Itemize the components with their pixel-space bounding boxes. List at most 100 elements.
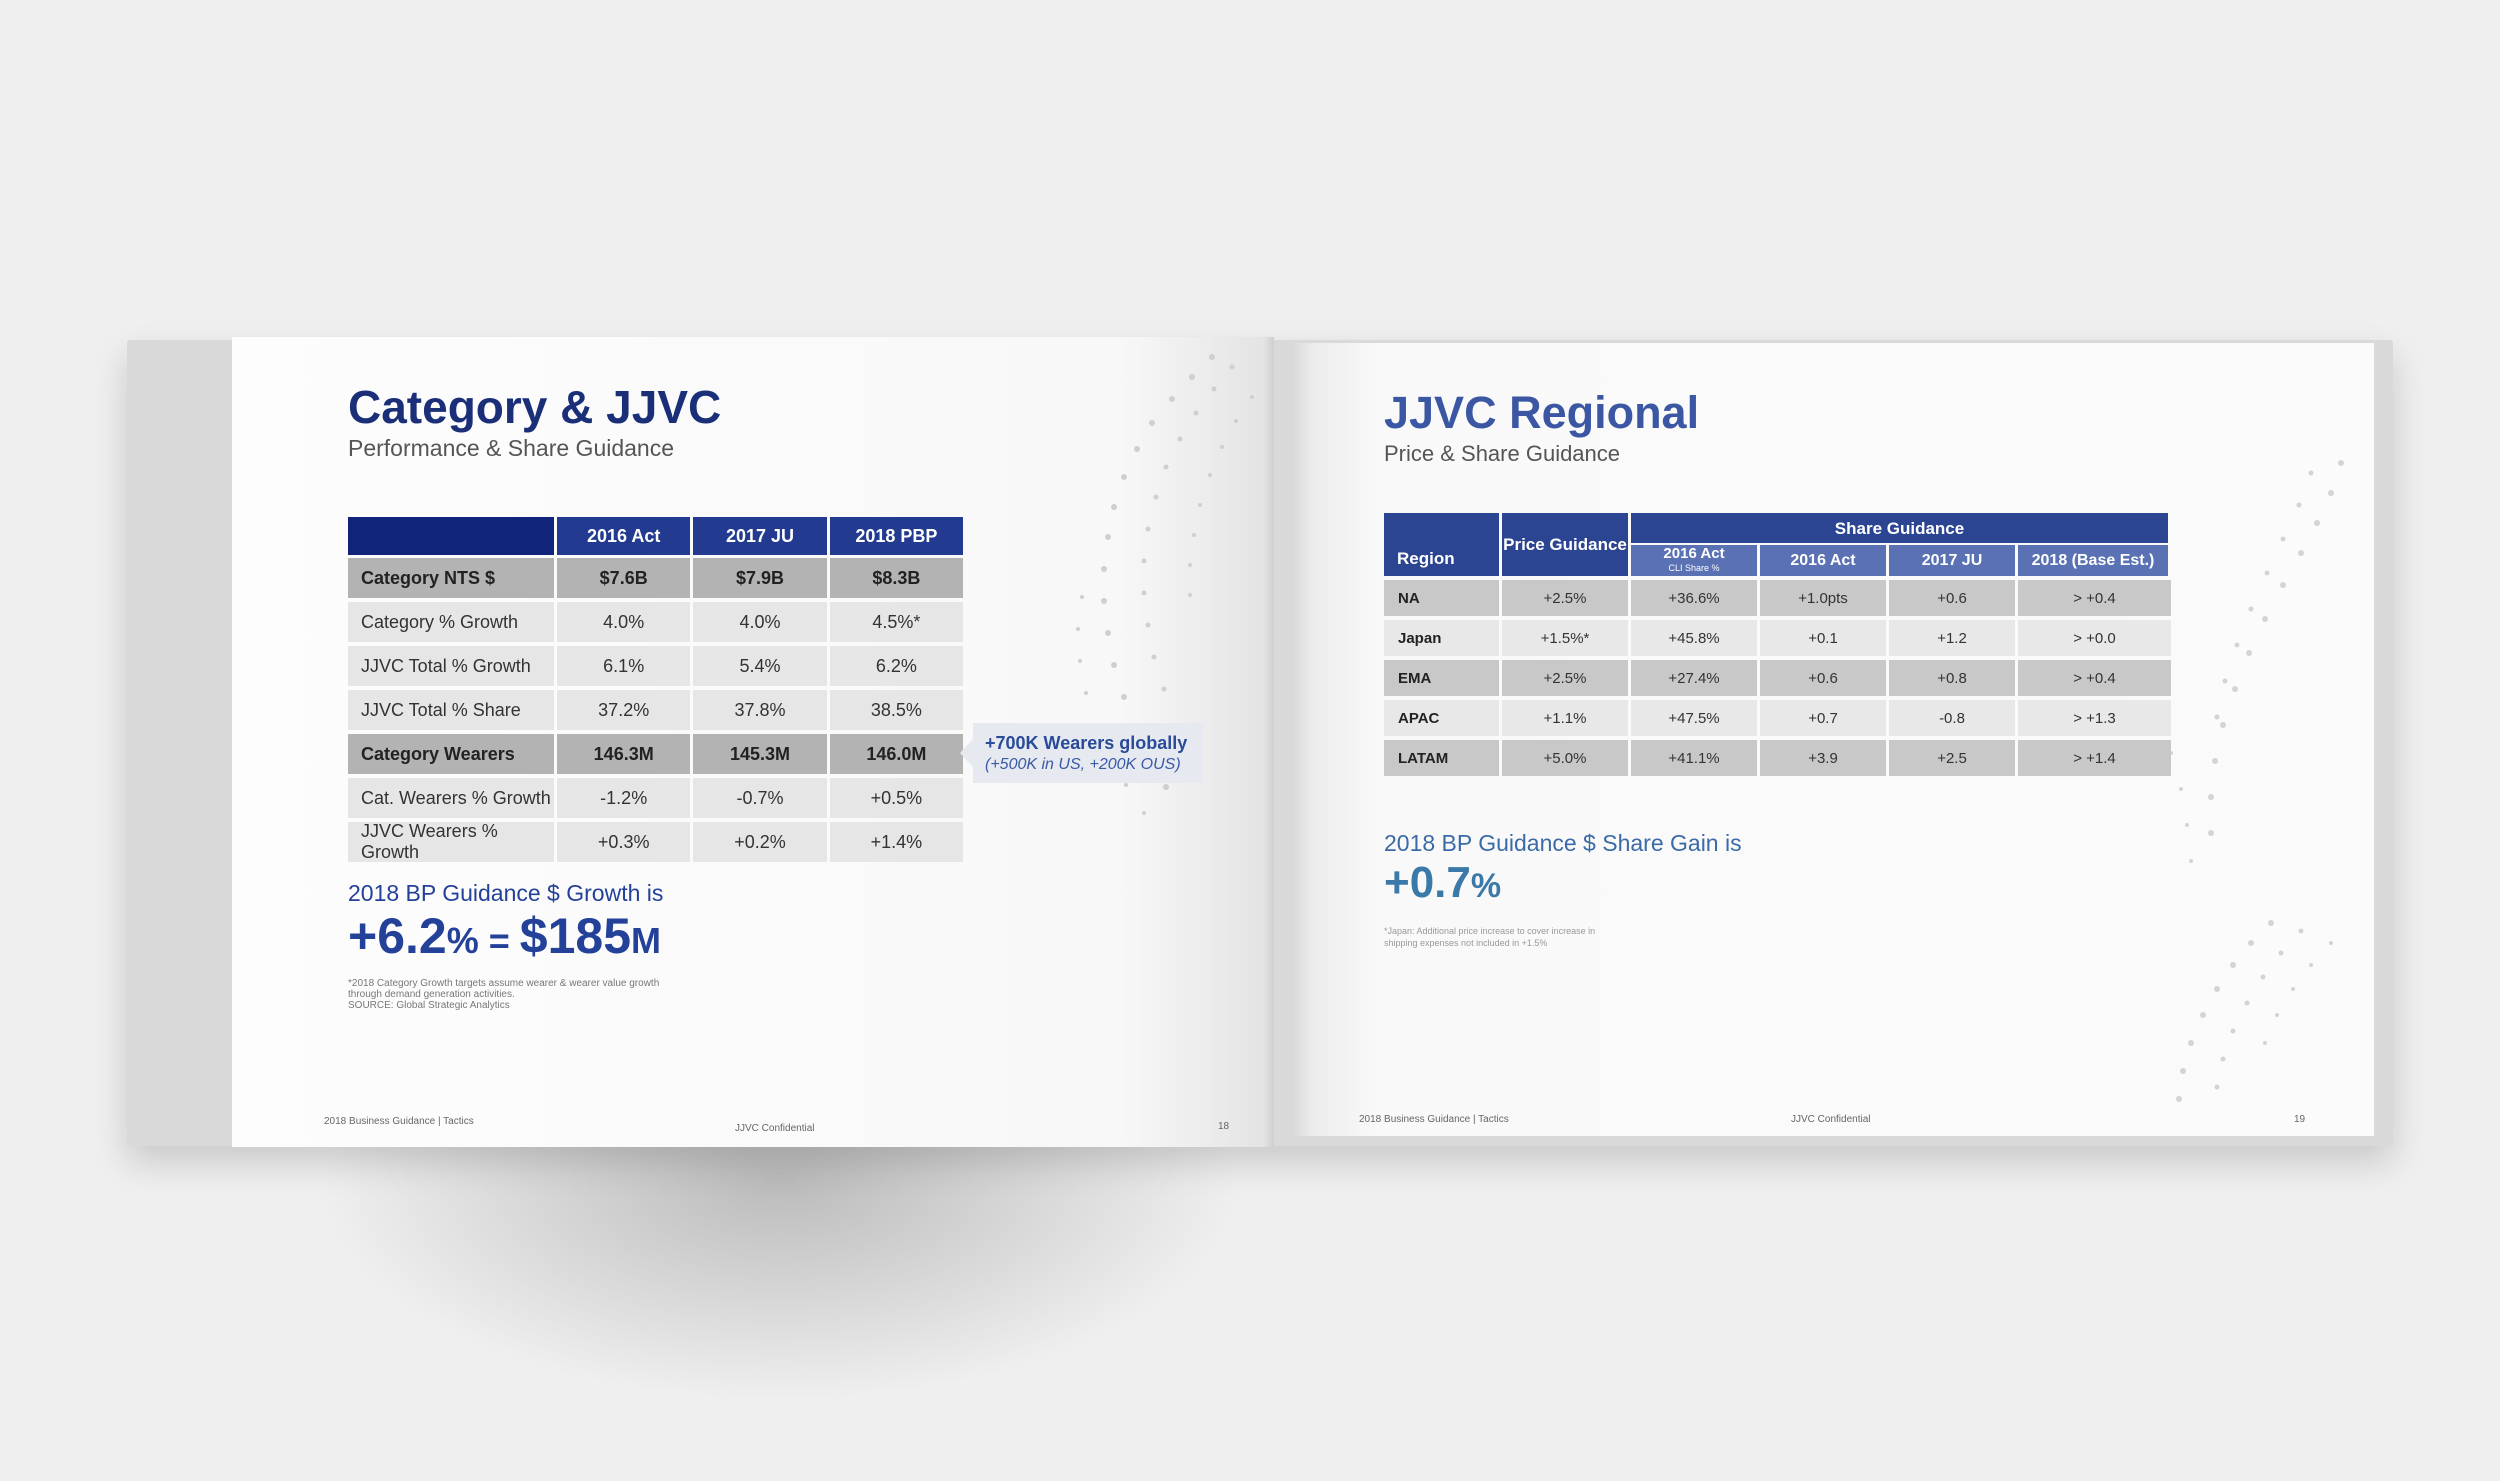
subheader-2017-ju: 2017 JU [1889, 545, 2015, 576]
table-row: APAC +1.1% +47.5% +0.7 -0.8 > +1.3 [1384, 700, 2171, 736]
callout-line1: +700K Wearers globally [985, 733, 1188, 753]
table-cell: +27.4% [1631, 660, 1757, 696]
table-cell: 4.0% [557, 602, 691, 642]
guidance-label: 2018 BP Guidance $ Growth is [348, 880, 664, 906]
region-label: NA [1384, 580, 1499, 616]
table-cell: -1.2% [557, 778, 691, 818]
table-cell: +0.6 [1760, 660, 1886, 696]
table-cell: 6.1% [557, 646, 691, 686]
footer-section: 2018 Business Guidance | Tactics [324, 1116, 474, 1127]
guidance-big-number: +6.2% = $185M [348, 907, 661, 965]
region-label: EMA [1384, 660, 1499, 696]
header-2016-act: 2016 Act [557, 517, 691, 555]
table-cell: 5.4% [693, 646, 827, 686]
performance-table: 2016 Act 2017 JU 2018 PBP Category NTS $… [348, 517, 966, 866]
header-blank-cell [348, 517, 555, 555]
share-gain-unit: % [1470, 867, 1502, 905]
table-cell: +47.5% [1631, 700, 1757, 736]
table-row: Category NTS $ $7.6B $7.9B $8.3B [348, 558, 966, 598]
regional-table: Region Price Guidance Share Guidance 201… [1384, 513, 2171, 776]
table-cell: > +0.4 [2018, 660, 2171, 696]
growth-pct-unit: % [446, 920, 479, 961]
table-cell: 146.0M [829, 734, 964, 774]
table-cell: +1.2 [1889, 620, 2015, 656]
growth-dollar-unit: M [631, 920, 661, 961]
table-row: Category Wearers 146.3M 145.3M 146.0M [348, 734, 966, 774]
footer-confidential: JJVC Confidential [1791, 1114, 1871, 1125]
table-cell: +0.2% [693, 822, 827, 862]
table-cell: $7.6B [557, 558, 691, 598]
subheader-cli-label: 2016 Act [1663, 544, 1725, 562]
region-label: Japan [1384, 620, 1499, 656]
subheader-cli-share: 2016 Act CLI Share % [1631, 545, 1757, 576]
footnote-line: *2018 Category Growth targets assume wea… [348, 978, 660, 989]
left-page: Category & JJVC Performance & Share Guid… [232, 337, 1274, 1147]
table-cell: +0.7 [1760, 700, 1886, 736]
table-row: EMA +2.5% +27.4% +0.6 +0.8 > +0.4 [1384, 660, 2171, 696]
wearers-callout: +700K Wearers globally (+500K in US, +20… [960, 723, 1203, 783]
table-cell: $7.9B [693, 558, 827, 598]
footnote-line: through demand generation activities. [348, 989, 515, 1000]
table-cell: +0.5% [829, 778, 964, 818]
table-row: NA +2.5% +36.6% +1.0pts +0.6 > +0.4 [1384, 580, 2171, 616]
table-cell: 38.5% [829, 690, 964, 730]
subheader-2016-act: 2016 Act [1760, 545, 1886, 576]
table-row: JJVC Total % Share 37.2% 37.8% 38.5% [348, 690, 966, 730]
table-row: Category % Growth 4.0% 4.0% 4.5%* [348, 602, 966, 642]
decorative-dot-swirl [2169, 460, 2344, 1102]
table-row: Cat. Wearers % Growth -1.2% -0.7% +0.5% [348, 778, 966, 818]
table-cell: +0.8 [1889, 660, 2015, 696]
page-number: 18 [1218, 1121, 1230, 1132]
decorative-dot-swirl [1076, 354, 1254, 815]
table-cell: > +0.4 [2018, 580, 2171, 616]
table-cell: +1.0pts [1760, 580, 1886, 616]
row-label: Category % Growth [348, 602, 555, 642]
header-share-guidance: Share Guidance [1631, 513, 2168, 543]
table-cell: +36.6% [1631, 580, 1757, 616]
table-cell: +0.3% [557, 822, 691, 862]
page-title: Category & JJVC [348, 381, 722, 433]
table-cell: 37.8% [693, 690, 827, 730]
table-cell: -0.8 [1889, 700, 2015, 736]
table-cell: +2.5% [1502, 580, 1628, 616]
footnote: *Japan: Additional price increase to cov… [1384, 925, 1595, 949]
row-label: Cat. Wearers % Growth [348, 778, 555, 818]
row-label: Category NTS $ [348, 558, 555, 598]
table-cell: 4.0% [693, 602, 827, 642]
subheader-cli-small: CLI Share % [1668, 562, 1720, 573]
table-header-row: 2016 Act 2017 JU 2018 PBP [348, 517, 966, 555]
guidance-label: 2018 BP Guidance $ Share Gain is [1384, 830, 1742, 856]
table-cell: > +0.0 [2018, 620, 2171, 656]
share-gain: +0.7 [1384, 858, 1471, 907]
table-cell: +3.9 [1760, 740, 1886, 776]
table-cell: $8.3B [829, 558, 964, 598]
footnote: *2018 Category Growth targets assume wea… [348, 978, 659, 1011]
table-cell: > +1.4 [2018, 740, 2171, 776]
table-row: LATAM +5.0% +41.1% +3.9 +2.5 > +1.4 [1384, 740, 2171, 776]
table-cell: 37.2% [557, 690, 691, 730]
footer-section: 2018 Business Guidance | Tactics [1359, 1114, 1509, 1125]
page-title: JJVC Regional [1384, 387, 1700, 438]
table-cell: > +1.3 [2018, 700, 2171, 736]
table-cell: +2.5% [1502, 660, 1628, 696]
header-price-guidance: Price Guidance [1502, 513, 1628, 576]
footnote-line: *Japan: Additional price increase to cov… [1384, 926, 1596, 936]
page-number: 19 [2294, 1114, 2306, 1125]
region-label: APAC [1384, 700, 1499, 736]
table-cell: +41.1% [1631, 740, 1757, 776]
footer-confidential: JJVC Confidential [735, 1123, 815, 1134]
region-label: LATAM [1384, 740, 1499, 776]
table-cell: +0.1 [1760, 620, 1886, 656]
header-region: Region [1384, 513, 1499, 576]
table-cell: +1.4% [829, 822, 964, 862]
table-cell: +0.6 [1889, 580, 2015, 616]
table-cell: +5.0% [1502, 740, 1628, 776]
table-cell: 4.5%* [829, 602, 964, 642]
footnote-line: SOURCE: Global Strategic Analytics [348, 1000, 510, 1011]
right-page: JJVC Regional Price & Share Guidance Reg… [1291, 343, 2374, 1136]
page-subtitle: Performance & Share Guidance [348, 435, 675, 461]
growth-pct: +6.2 [348, 908, 447, 964]
row-label: JJVC Wearers % Growth [348, 821, 555, 862]
row-label: Category Wearers [348, 734, 555, 774]
equals-sign: = [478, 920, 520, 961]
